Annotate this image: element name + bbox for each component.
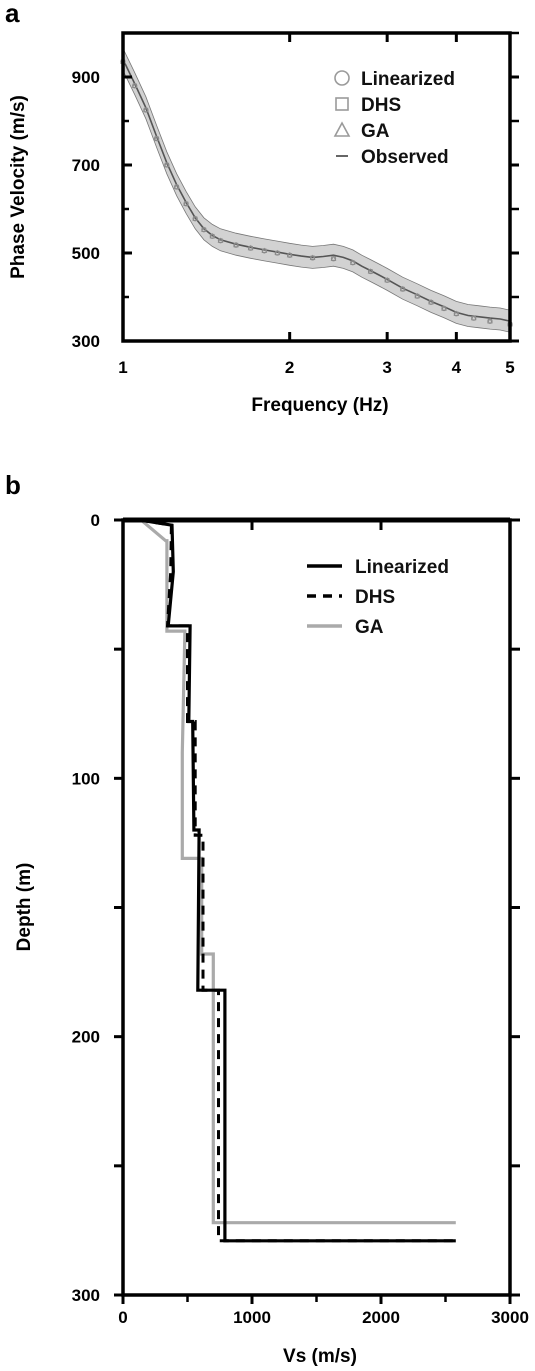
legend-label-b: GA bbox=[355, 617, 384, 638]
x-tick-label-a: 4 bbox=[452, 358, 462, 377]
ga-point bbox=[453, 310, 460, 316]
legend-circle-icon bbox=[334, 70, 350, 86]
ga-point bbox=[384, 277, 391, 283]
ga-point bbox=[201, 226, 207, 232]
x-axis-title-b: Vs (m/s) bbox=[283, 1346, 357, 1367]
y-axis-title-a: Phase Velocity (m/s) bbox=[8, 95, 29, 279]
legend-a: Linearized DHS GA Observed bbox=[333, 69, 455, 168]
legend-b: Linearized DHS GA bbox=[307, 557, 449, 638]
ga-point bbox=[428, 299, 434, 305]
ga-point bbox=[173, 183, 180, 189]
ga-point bbox=[309, 254, 316, 260]
panel-label-b: b bbox=[5, 470, 21, 500]
legend-triangle-icon bbox=[333, 121, 351, 137]
x-tick-label-b: 2000 bbox=[362, 1308, 400, 1327]
inverted-markers bbox=[120, 58, 513, 327]
plot-frame-a bbox=[121, 31, 512, 343]
legend-label-b: DHS bbox=[355, 587, 395, 608]
y-tick-label-b: 300 bbox=[72, 1286, 100, 1305]
ga-point bbox=[286, 251, 293, 258]
ga-point bbox=[163, 161, 170, 167]
x-tick-label-b: 1000 bbox=[233, 1308, 271, 1327]
y-tick-label-a: 700 bbox=[72, 156, 100, 175]
profile-linearized bbox=[139, 518, 456, 1243]
x-tick-label-a: 5 bbox=[505, 358, 514, 377]
ga-point bbox=[349, 259, 356, 265]
legend-label-b: Linearized bbox=[355, 557, 449, 578]
axis-ticks-b: 0 1000 2000 3000 0 100 200 300 bbox=[72, 511, 529, 1327]
y-tick-label-b: 0 bbox=[91, 511, 100, 530]
ga-point bbox=[441, 305, 447, 311]
x-tick-label-a: 3 bbox=[382, 358, 391, 377]
y-tick-label-a: 900 bbox=[72, 68, 100, 87]
ga-point bbox=[330, 255, 337, 261]
ga-point bbox=[233, 241, 239, 248]
chart-b: b 0 1000 2000 3000 0 100 200 300 Vs (m/s) Depth… bbox=[5, 470, 529, 1367]
legend-label-a: GA bbox=[361, 121, 390, 142]
ga-point bbox=[131, 82, 138, 88]
ga-point bbox=[487, 317, 493, 324]
x-tick-label-a: 1 bbox=[118, 358, 127, 377]
y-tick-label-b: 200 bbox=[72, 1028, 100, 1047]
axis-ticks-a: 1 2 3 4 5 300 500 700 900 bbox=[72, 31, 519, 377]
y-axis-title-b: Depth (m) bbox=[14, 863, 35, 952]
chart-a: a 1 2 3 4 5 300 500 700 900 Frequency (Hz) Phase… bbox=[5, 0, 519, 416]
observed-error-band bbox=[122, 48, 511, 333]
ga-point bbox=[143, 106, 149, 112]
y-tick-label-a: 300 bbox=[72, 332, 100, 351]
ga-point bbox=[247, 244, 254, 251]
ga-point bbox=[183, 200, 189, 206]
ga-point bbox=[470, 314, 477, 321]
profile-dhs bbox=[139, 518, 456, 1243]
uncertainty-band bbox=[122, 48, 511, 333]
panel-label-a: a bbox=[5, 0, 20, 28]
ga-point bbox=[153, 135, 160, 141]
legend-label-a: DHS bbox=[361, 95, 401, 116]
legend-label-a: Linearized bbox=[361, 69, 455, 90]
y-tick-label-b: 100 bbox=[72, 769, 100, 788]
ga-point bbox=[261, 247, 268, 253]
x-axis-title-a: Frequency (Hz) bbox=[251, 395, 388, 416]
ga-point bbox=[274, 249, 281, 255]
ga-point bbox=[209, 233, 216, 239]
x-tick-label-b: 0 bbox=[118, 1308, 127, 1327]
profile-ga bbox=[140, 518, 456, 1225]
vs-profiles bbox=[139, 518, 456, 1243]
plot-frame-b bbox=[121, 518, 512, 1297]
ga-point bbox=[414, 292, 421, 299]
x-tick-label-a: 2 bbox=[285, 358, 294, 377]
y-tick-label-a: 500 bbox=[72, 244, 100, 263]
x-tick-label-b: 3000 bbox=[491, 1308, 529, 1327]
ga-point bbox=[367, 268, 374, 274]
ga-point bbox=[192, 215, 199, 221]
ga-point bbox=[399, 285, 406, 292]
legend-square-icon bbox=[335, 97, 349, 111]
ga-point bbox=[217, 237, 224, 243]
legend-label-a: Observed bbox=[361, 147, 449, 168]
